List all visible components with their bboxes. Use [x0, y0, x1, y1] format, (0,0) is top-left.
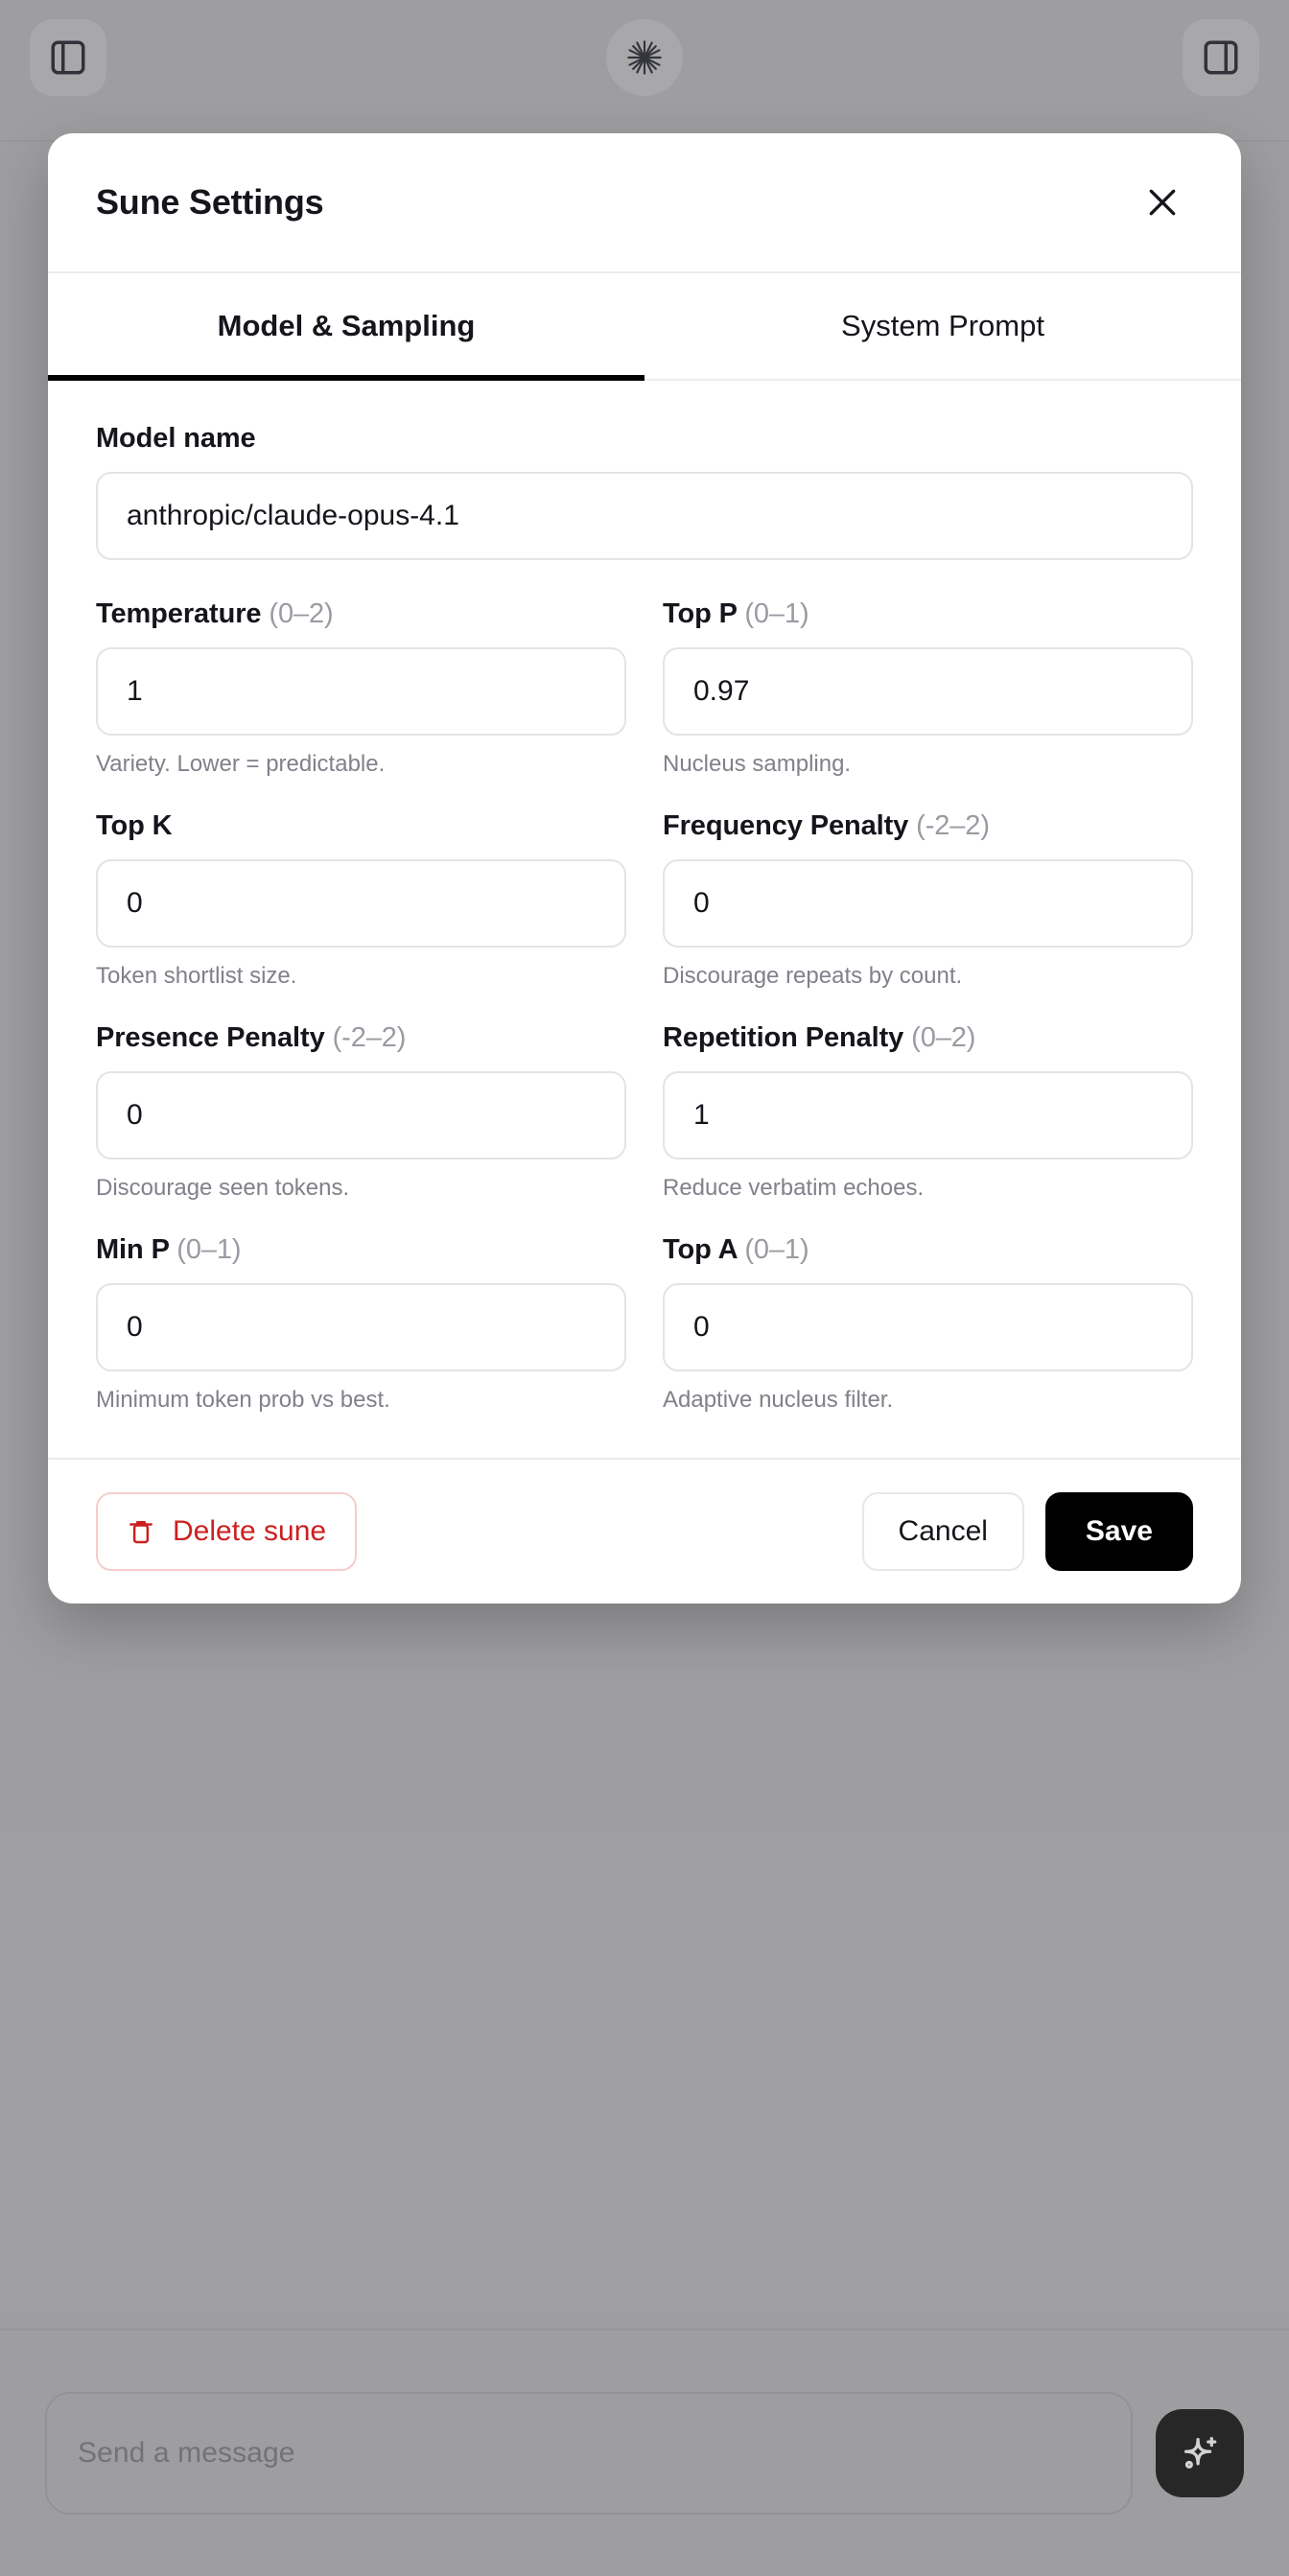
param-top-k-label: Top K — [96, 810, 626, 842]
tab-model-and-sampling-label: Model & Sampling — [217, 309, 476, 342]
save-button-label: Save — [1085, 1515, 1153, 1547]
param-temperature: Temperature (0–2) 1 Variety. Lower = pre… — [96, 598, 626, 778]
message-composer: Send a message — [0, 2329, 1289, 2576]
message-input[interactable]: Send a message — [45, 2392, 1133, 2515]
param-top-k-help: Token shortlist size. — [96, 963, 297, 989]
asterisk-burst-icon — [625, 38, 664, 77]
param-top-a-input[interactable]: 0 — [663, 1283, 1193, 1371]
delete-sune-label: Delete sune — [173, 1515, 327, 1547]
param-frequency-penalty-value: 0 — [693, 887, 710, 919]
param-repetition-penalty-help: Reduce verbatim echoes. — [663, 1175, 925, 1201]
param-top-a-name: Top A — [663, 1234, 738, 1265]
sparkles-icon — [1178, 2431, 1222, 2475]
delete-sune-button[interactable]: Delete sune — [96, 1492, 358, 1571]
model-name-value: anthropic/claude-opus-4.1 — [127, 500, 459, 531]
close-icon — [1143, 183, 1182, 222]
param-temperature-input[interactable]: 1 — [96, 647, 626, 736]
param-temperature-name: Temperature — [96, 598, 262, 629]
param-presence-penalty-help: Discourage seen tokens. — [96, 1175, 350, 1201]
param-top-a-help: Adaptive nucleus filter. — [663, 1387, 894, 1413]
param-top-p-label: Top P (0–1) — [663, 598, 1193, 630]
param-presence-penalty-value: 0 — [127, 1099, 143, 1131]
panel-right-icon — [1201, 37, 1241, 78]
dialog-tabs: Model & Sampling System Prompt — [48, 273, 1241, 381]
param-top-a-label: Top A (0–1) — [663, 1234, 1193, 1266]
close-dialog-button[interactable] — [1136, 176, 1189, 229]
dialog-header: Sune Settings — [48, 133, 1241, 273]
param-top-a-range: (0–1) — [744, 1234, 809, 1265]
param-min-p-input[interactable]: 0 — [96, 1283, 626, 1371]
param-repetition-penalty-input[interactable]: 1 — [663, 1071, 1193, 1159]
param-repetition-penalty-range: (0–2) — [911, 1022, 976, 1053]
app-logo-button[interactable] — [606, 19, 683, 96]
param-top-p-value: 0.97 — [693, 675, 750, 707]
param-min-p-name: Min P — [96, 1234, 170, 1265]
param-min-p-help: Minimum token prob vs best. — [96, 1387, 390, 1413]
param-repetition-penalty-name: Repetition Penalty — [663, 1022, 904, 1053]
param-top-a: Top A (0–1) 0 Adaptive nucleus filter. — [663, 1234, 1193, 1414]
param-frequency-penalty-help: Discourage repeats by count. — [663, 963, 963, 989]
param-top-k-input[interactable]: 0 — [96, 859, 626, 948]
cancel-button-label: Cancel — [898, 1515, 988, 1547]
param-temperature-value: 1 — [127, 675, 143, 707]
param-min-p-value: 0 — [127, 1311, 143, 1343]
param-min-p: Min P (0–1) 0 Minimum token prob vs best… — [96, 1234, 626, 1414]
tab-system-prompt-label: System Prompt — [841, 309, 1044, 342]
param-top-p-name: Top P — [663, 598, 738, 629]
send-message-button[interactable] — [1156, 2409, 1244, 2497]
param-top-p-help: Nucleus sampling. — [663, 751, 852, 777]
param-repetition-penalty-value: 1 — [693, 1099, 710, 1131]
tab-system-prompt[interactable]: System Prompt — [644, 273, 1241, 379]
tab-model-and-sampling[interactable]: Model & Sampling — [48, 273, 644, 381]
param-top-p: Top P (0–1) 0.97 Nucleus sampling. — [663, 598, 1193, 778]
param-top-k: Top K 0 Token shortlist size. — [96, 810, 626, 990]
trash-icon — [127, 1517, 155, 1546]
param-top-p-input[interactable]: 0.97 — [663, 647, 1193, 736]
param-repetition-penalty: Repetition Penalty (0–2) 1 Reduce verbat… — [663, 1022, 1193, 1202]
model-name-label: Model name — [96, 423, 256, 454]
param-presence-penalty-name: Presence Penalty — [96, 1022, 325, 1053]
param-min-p-range: (0–1) — [176, 1234, 242, 1265]
param-top-a-value: 0 — [693, 1311, 710, 1343]
cancel-button[interactable]: Cancel — [861, 1492, 1024, 1571]
model-name-field: Model name anthropic/claude-opus-4.1 — [96, 423, 1193, 560]
param-min-p-label: Min P (0–1) — [96, 1234, 626, 1266]
parameter-grid: Temperature (0–2) 1 Variety. Lower = pre… — [96, 566, 1193, 1414]
message-input-placeholder: Send a message — [78, 2437, 295, 2469]
param-temperature-help: Variety. Lower = predictable. — [96, 751, 386, 777]
param-frequency-penalty-name: Frequency Penalty — [663, 810, 909, 841]
param-presence-penalty-label: Presence Penalty (-2–2) — [96, 1022, 626, 1054]
param-repetition-penalty-label: Repetition Penalty (0–2) — [663, 1022, 1193, 1054]
save-button[interactable]: Save — [1044, 1492, 1193, 1571]
panel-left-icon — [48, 37, 88, 78]
dialog-title: Sune Settings — [96, 182, 324, 222]
sune-settings-dialog: Sune Settings Model & Sampling System Pr… — [48, 133, 1241, 1604]
param-frequency-penalty-label: Frequency Penalty (-2–2) — [663, 810, 1193, 842]
toggle-right-sidebar-button[interactable] — [1183, 19, 1259, 96]
param-temperature-label: Temperature (0–2) — [96, 598, 626, 630]
footer-actions: Cancel Save — [861, 1492, 1193, 1571]
dialog-footer: Delete sune Cancel Save — [48, 1460, 1241, 1604]
param-frequency-penalty: Frequency Penalty (-2–2) 0 Discourage re… — [663, 810, 1193, 990]
param-presence-penalty-input[interactable]: 0 — [96, 1071, 626, 1159]
param-presence-penalty: Presence Penalty (-2–2) 0 Discourage see… — [96, 1022, 626, 1202]
param-top-k-value: 0 — [127, 887, 143, 919]
top-bar — [0, 0, 1289, 142]
dialog-body: Model name anthropic/claude-opus-4.1 Tem… — [48, 381, 1241, 1460]
param-frequency-penalty-range: (-2–2) — [916, 810, 990, 841]
toggle-left-sidebar-button[interactable] — [30, 19, 106, 96]
param-top-k-name: Top K — [96, 810, 173, 841]
model-name-input[interactable]: anthropic/claude-opus-4.1 — [96, 472, 1193, 560]
param-presence-penalty-range: (-2–2) — [332, 1022, 407, 1053]
param-frequency-penalty-input[interactable]: 0 — [663, 859, 1193, 948]
param-top-p-range: (0–1) — [744, 598, 809, 629]
param-temperature-range: (0–2) — [269, 598, 334, 629]
